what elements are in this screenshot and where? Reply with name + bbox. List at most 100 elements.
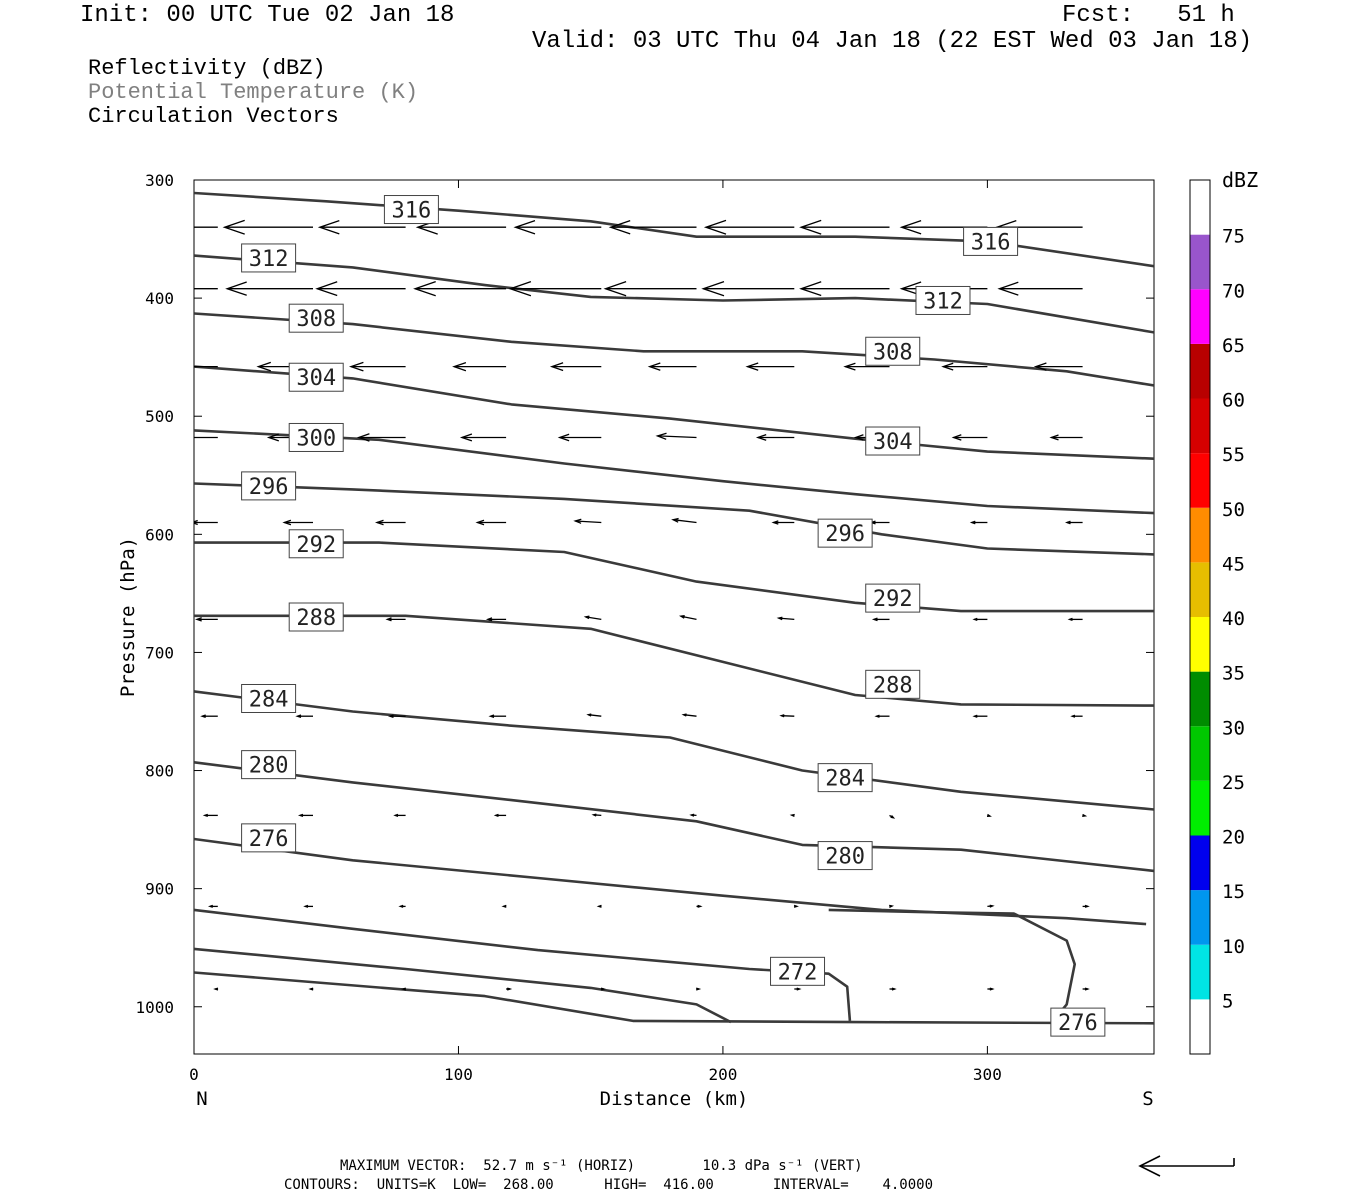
svg-text:272: 272: [778, 960, 818, 985]
wind-vector: [308, 987, 314, 991]
wind-vector: [387, 714, 406, 719]
contour-label: 296: [241, 471, 297, 501]
svg-text:284: 284: [825, 767, 865, 792]
svg-text:316: 316: [392, 199, 432, 224]
wind-vector: [1049, 434, 1083, 441]
colorbar-frame: [1189, 179, 1211, 1055]
colorbar-tick-label: 60: [1222, 390, 1245, 412]
colorbar-bin: [1190, 617, 1210, 672]
wind-vector: [603, 280, 697, 297]
wind-vector: [195, 617, 218, 622]
contour-label: 276: [1050, 1007, 1106, 1037]
contour-label: 304: [288, 362, 344, 392]
colorbar-tick-label: 15: [1222, 881, 1245, 903]
svg-text:296: 296: [825, 522, 865, 547]
wind-vector: [400, 987, 407, 991]
wind-vector: [1033, 362, 1083, 371]
wind-vector: [385, 617, 406, 622]
wind-vector: [222, 219, 313, 235]
wind-vector: [413, 280, 507, 297]
contour-label: 280: [241, 750, 297, 780]
wind-vector: [951, 434, 988, 441]
colorbar-bin: [1190, 835, 1210, 891]
svg-text:308: 308: [296, 307, 336, 332]
contour-label: 272: [770, 956, 826, 986]
x-tick-label: 300: [973, 1065, 1002, 1084]
legend-potential-temperature: Potential Temperature (K): [88, 80, 419, 105]
wind-vector: [799, 219, 890, 235]
colorbar-tick-label: 55: [1222, 444, 1245, 466]
wind-vector: [779, 714, 795, 718]
y-tick-label: 600: [145, 525, 174, 544]
contour-label: 288: [865, 669, 921, 699]
svg-text:292: 292: [296, 533, 336, 558]
contour-info-text: CONTOURS: UNITS=K LOW= 268.00 HIGH= 416.…: [284, 1177, 934, 1193]
wind-vector: [871, 617, 890, 622]
wind-vector: [213, 987, 219, 991]
contour-label: 292: [288, 529, 344, 559]
svg-text:300: 300: [296, 426, 336, 451]
max-vector-text: MAXIMUM VECTOR: 52.7 m s⁻¹ (HORIZ) 10.3 …: [340, 1158, 863, 1174]
wind-vector: [745, 362, 795, 371]
colorbar-bin: [1190, 234, 1210, 290]
wind-vector: [348, 361, 406, 372]
svg-text:276: 276: [249, 827, 289, 852]
contour-label: 292: [865, 583, 921, 613]
wind-vector: [972, 617, 988, 622]
wind-vector: [557, 433, 602, 442]
wind-vector: [793, 904, 799, 908]
wind-vector: [475, 519, 507, 526]
wind-vector: [225, 281, 313, 296]
colorbar-tick-label: 75: [1222, 226, 1245, 248]
contour-label: 280: [817, 841, 873, 871]
wind-vector: [874, 714, 890, 718]
wind-vector: [701, 280, 795, 297]
theta-contour-unlabeled-13: [194, 947, 732, 1024]
contour-label: 296: [817, 518, 873, 548]
wind-vector: [194, 436, 218, 439]
y-axis-label: Pressure (hPa): [117, 537, 139, 697]
theta-contour-272-12: [194, 908, 852, 1022]
y-tick-label: 700: [145, 643, 174, 662]
x-tick-label: 0: [189, 1065, 199, 1084]
wind-vector: [987, 904, 995, 908]
theta-contour-unlabeled-14: [828, 908, 1076, 1025]
circulation-vectors: [194, 219, 1090, 991]
wind-vector: [282, 519, 313, 526]
wind-vector: [889, 814, 896, 819]
colorbar-bin: [1190, 562, 1210, 617]
svg-text:288: 288: [873, 673, 913, 698]
contour-label: 308: [288, 303, 344, 333]
svg-text:308: 308: [873, 340, 913, 365]
wind-vector: [608, 219, 697, 235]
wind-vector: [493, 813, 507, 818]
wind-vector: [789, 813, 795, 817]
colorbar-bin: [1190, 289, 1210, 344]
contour-label: 288: [288, 602, 344, 632]
wind-vector: [986, 813, 992, 817]
theta-contour-276-10: [194, 837, 1147, 926]
colorbar-tick-label: 65: [1222, 335, 1245, 357]
svg-text:304: 304: [296, 366, 336, 391]
colorbar-tick-label: 25: [1222, 772, 1245, 794]
contour-label: 276: [241, 823, 297, 853]
contour-label: 312: [241, 243, 297, 273]
wind-vector: [794, 987, 802, 991]
svg-text:312: 312: [923, 289, 963, 314]
wind-vector: [194, 288, 218, 290]
wind-vector: [755, 433, 795, 441]
theta-contour-280-9: [194, 761, 1154, 873]
wind-vector: [488, 714, 507, 719]
wind-vector: [374, 519, 406, 526]
colorbar-bin: [1190, 398, 1210, 454]
svg-text:280: 280: [825, 845, 865, 870]
wind-vector: [799, 281, 890, 297]
wind-vector: [1082, 904, 1090, 908]
wind-vector: [1070, 714, 1083, 718]
svg-text:292: 292: [873, 587, 913, 612]
colorbar-tick-label: 40: [1222, 608, 1245, 630]
forecast-hour: Fcst: 51 h: [1062, 2, 1235, 29]
wind-vector: [459, 433, 507, 442]
wind-vector: [202, 813, 218, 818]
